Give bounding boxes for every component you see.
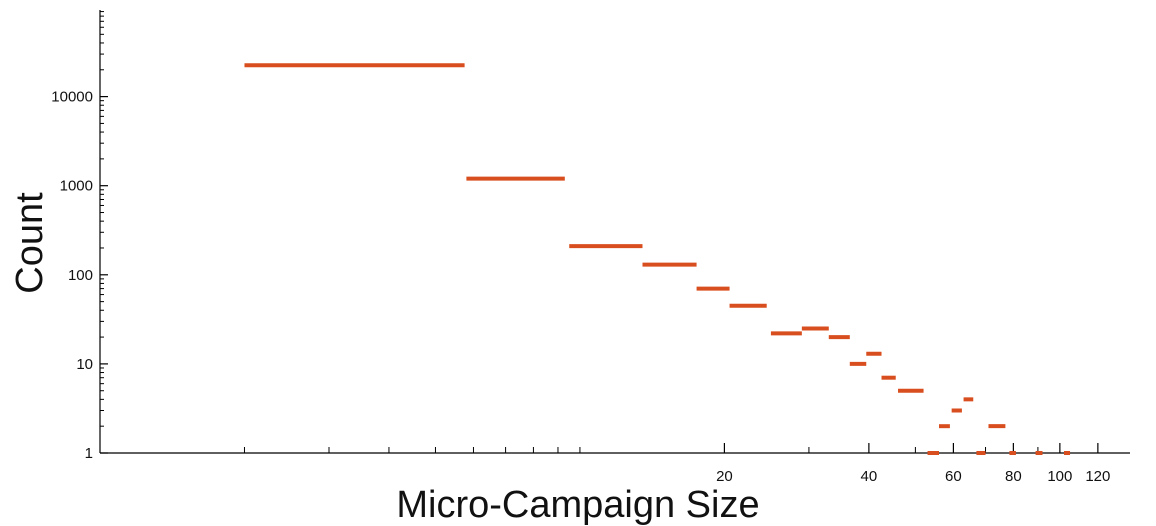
- x-axis-title: Micro-Campaign Size: [396, 484, 759, 526]
- y-tick-label: 10000: [51, 89, 93, 106]
- y-axis: 1 10 100 1000 10000: [51, 10, 108, 462]
- x-tick-label: 60: [945, 468, 962, 485]
- y-tick-label: 100: [68, 267, 93, 284]
- y-tick-label: 10: [76, 356, 93, 373]
- y-axis-title: Count: [9, 192, 51, 294]
- x-axis: 20 40 60 80 100 120: [100, 443, 1130, 485]
- y-tick-label: 1: [85, 445, 93, 462]
- data-series: [244, 63, 1071, 455]
- x-tick-label: 120: [1085, 468, 1110, 485]
- x-tick-label: 40: [861, 468, 878, 485]
- x-tick-label: 80: [1005, 468, 1022, 485]
- y-tick-label: 1000: [60, 178, 93, 195]
- x-tick-label: 20: [716, 468, 733, 485]
- x-tick-label: 100: [1047, 468, 1072, 485]
